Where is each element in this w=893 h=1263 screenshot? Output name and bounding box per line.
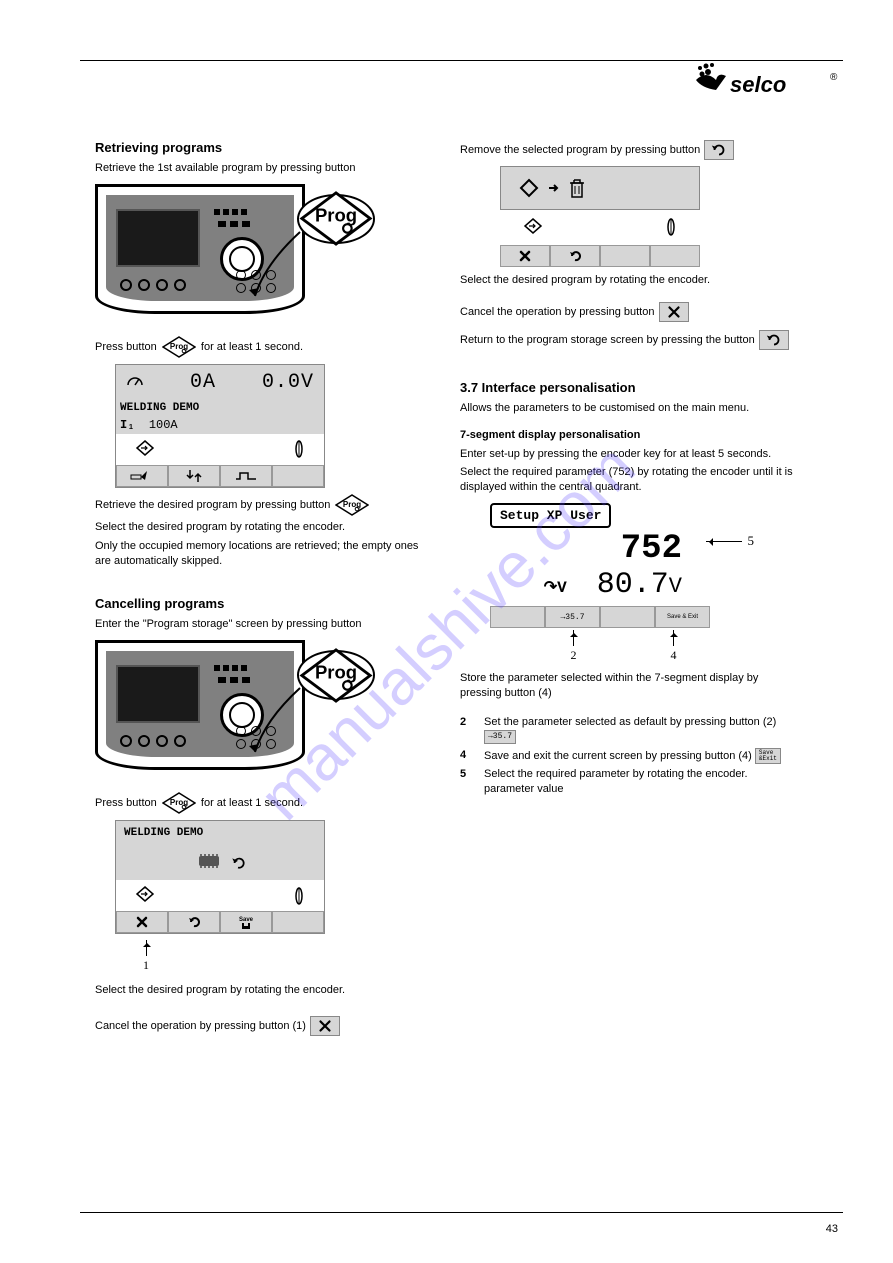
instr-select-knob: Select the desired program by rotating t… [95, 520, 435, 535]
lcd-display-cancel: WELDING DEMO Save [115, 820, 325, 934]
right-column: Remove the selected program by pressing … [460, 140, 800, 799]
undo-icon-btn[interactable] [704, 140, 734, 160]
svg-text:Prog: Prog [315, 205, 357, 226]
retrieve-title: Retrieving programs [95, 140, 435, 155]
brand-logo: selco ® [688, 62, 838, 102]
footer-btn-wave[interactable] [220, 465, 272, 487]
personalize-intro: Allows the parameters to be customised o… [460, 401, 800, 416]
gauge-icon [126, 373, 144, 391]
svg-text:Prog: Prog [315, 661, 357, 682]
arrow-right-icon [547, 182, 561, 194]
footer-btn-save[interactable]: Save [220, 911, 272, 933]
diamond-arrow-icon [136, 440, 154, 459]
seven-seg-title: 7-segment display personalisation [460, 428, 800, 443]
annotation-5: 5 [706, 533, 755, 549]
footnote-5: 5 Select the required parameter by rotat… [460, 767, 800, 797]
prog-callout: Prog [297, 194, 375, 244]
footnote-2: 2 Set the parameter selected as default … [460, 715, 800, 745]
svg-text:selco: selco [730, 72, 786, 97]
encoder-icon [666, 218, 676, 236]
instr-only-occupied: Only the occupied memory locations are r… [95, 539, 435, 569]
setup-btn-empty[interactable] [600, 606, 655, 628]
setup-header: Setup XP User [490, 503, 611, 528]
encoder-icon [294, 440, 304, 458]
lcd-display-retrieve: 0A 0.0V WELDING DEMO I₁ 100A [115, 364, 325, 488]
footer-btn-undo[interactable] [168, 911, 220, 933]
enter-setup: Enter set-up by pressing the encoder key… [460, 447, 800, 462]
diamond-arrow-icon [524, 218, 542, 237]
prog-icon-inline: Prog [335, 494, 369, 516]
gauge-v-icon: ↷V [544, 577, 567, 597]
default-label: →35.7 [557, 612, 587, 623]
cancel-title: Cancelling programs [95, 596, 435, 611]
footer-btn-updown[interactable] [168, 465, 220, 487]
lcd-prog-name: WELDING DEMO [116, 400, 324, 416]
footer-rule [80, 1212, 843, 1213]
lcd-prog-name-2: WELDING DEMO [116, 821, 324, 845]
footer-btn-empty[interactable] [272, 911, 324, 933]
instr-press-prog: Press button Prog for at least 1 second. [95, 336, 435, 358]
prog-icon-inline: Prog [162, 336, 196, 358]
svg-text:®: ® [830, 72, 838, 83]
cancel-footnote: Cancel the operation by pressing button … [95, 1016, 435, 1036]
cancel-select: Select the desired program by rotating t… [95, 983, 435, 998]
encoder-icon [294, 887, 304, 905]
retrieve-line1: Retrieve the 1st available program by pr… [95, 161, 435, 176]
undo-icon [229, 855, 247, 871]
footer-btn-weld[interactable] [116, 465, 168, 487]
instr-retrieve-prog: Retrieve the desired program by pressing… [95, 494, 435, 516]
footer-btn-empty[interactable] [650, 245, 700, 267]
arrow-1: 1 [143, 940, 149, 973]
instr-press-prog-2: Press button Prog for at least 1 second. [95, 792, 435, 814]
delete-cancel: Cancel the operation by pressing button [460, 302, 800, 322]
setup-number: 752 [621, 530, 682, 568]
default-mini-icon: →35.7 [484, 730, 516, 745]
prog-icon-inline: Prog [162, 792, 196, 814]
delete-select: Select the desired program by rotating t… [460, 273, 800, 288]
setup-btn-empty[interactable] [490, 606, 545, 628]
delete-return: Return to the program storage screen by … [460, 330, 800, 350]
footer-btn-x[interactable] [116, 911, 168, 933]
remove-instr: Remove the selected program by pressing … [460, 140, 800, 160]
personalize-title: 3.7 Interface personalisation [460, 380, 800, 395]
annotation-2: 2 [571, 630, 577, 663]
lcd-i1-row: I₁ 100A [116, 416, 324, 434]
lcd-amps: 0A [190, 371, 216, 394]
instr-enter-store: Enter the "Program storage" screen by pr… [95, 617, 435, 632]
diamond-arrow-icon [136, 886, 154, 905]
store-line: Store the parameter selected within the … [460, 671, 800, 701]
footer-btn-x[interactable] [500, 245, 550, 267]
panel-diagram-2: Prog [95, 640, 365, 780]
footer-btn-empty[interactable] [600, 245, 650, 267]
page: selco ® manualshive.com Retrieving progr… [0, 0, 893, 1263]
page-number: 43 [826, 1223, 838, 1235]
setup-display: Setup XP User 752 ↷V 80.7V →35.7 Save & … [490, 503, 710, 663]
footnote-4: 4 Save and exit the current screen by pr… [460, 748, 800, 764]
setup-btn-default[interactable]: →35.7 [545, 606, 600, 628]
save-exit-mini-icon: Save&Exit [755, 748, 781, 764]
undo-icon-btn[interactable] [759, 330, 789, 350]
setup-volts: 80.7V [597, 568, 682, 602]
x-icon-btn[interactable] [310, 1016, 340, 1036]
select-param: Select the required parameter (752) by r… [460, 465, 800, 495]
setup-btn-save[interactable]: Save & Exit [655, 606, 710, 628]
footer-btn-empty[interactable] [272, 465, 324, 487]
lcd-volts: 0.0V [262, 371, 314, 394]
svg-text:Save: Save [239, 917, 254, 923]
left-column: Retrieving programs Retrieve the 1st ava… [95, 140, 435, 1040]
press-prog-text: Press button [95, 341, 157, 353]
diamond-icon [519, 178, 539, 198]
delete-confirm-box [500, 166, 700, 267]
annotation-4: 4 [671, 630, 677, 663]
prog-callout: Prog [297, 650, 375, 700]
header-rule [80, 60, 843, 61]
trash-icon [569, 177, 585, 199]
x-icon-btn[interactable] [659, 302, 689, 322]
chip-icon [193, 851, 225, 871]
save-exit-label: Save & Exit [667, 614, 698, 620]
for-1s-text: for at least 1 second. [201, 341, 303, 353]
panel-diagram: Prog [95, 184, 365, 324]
footer-btn-undo[interactable] [550, 245, 600, 267]
